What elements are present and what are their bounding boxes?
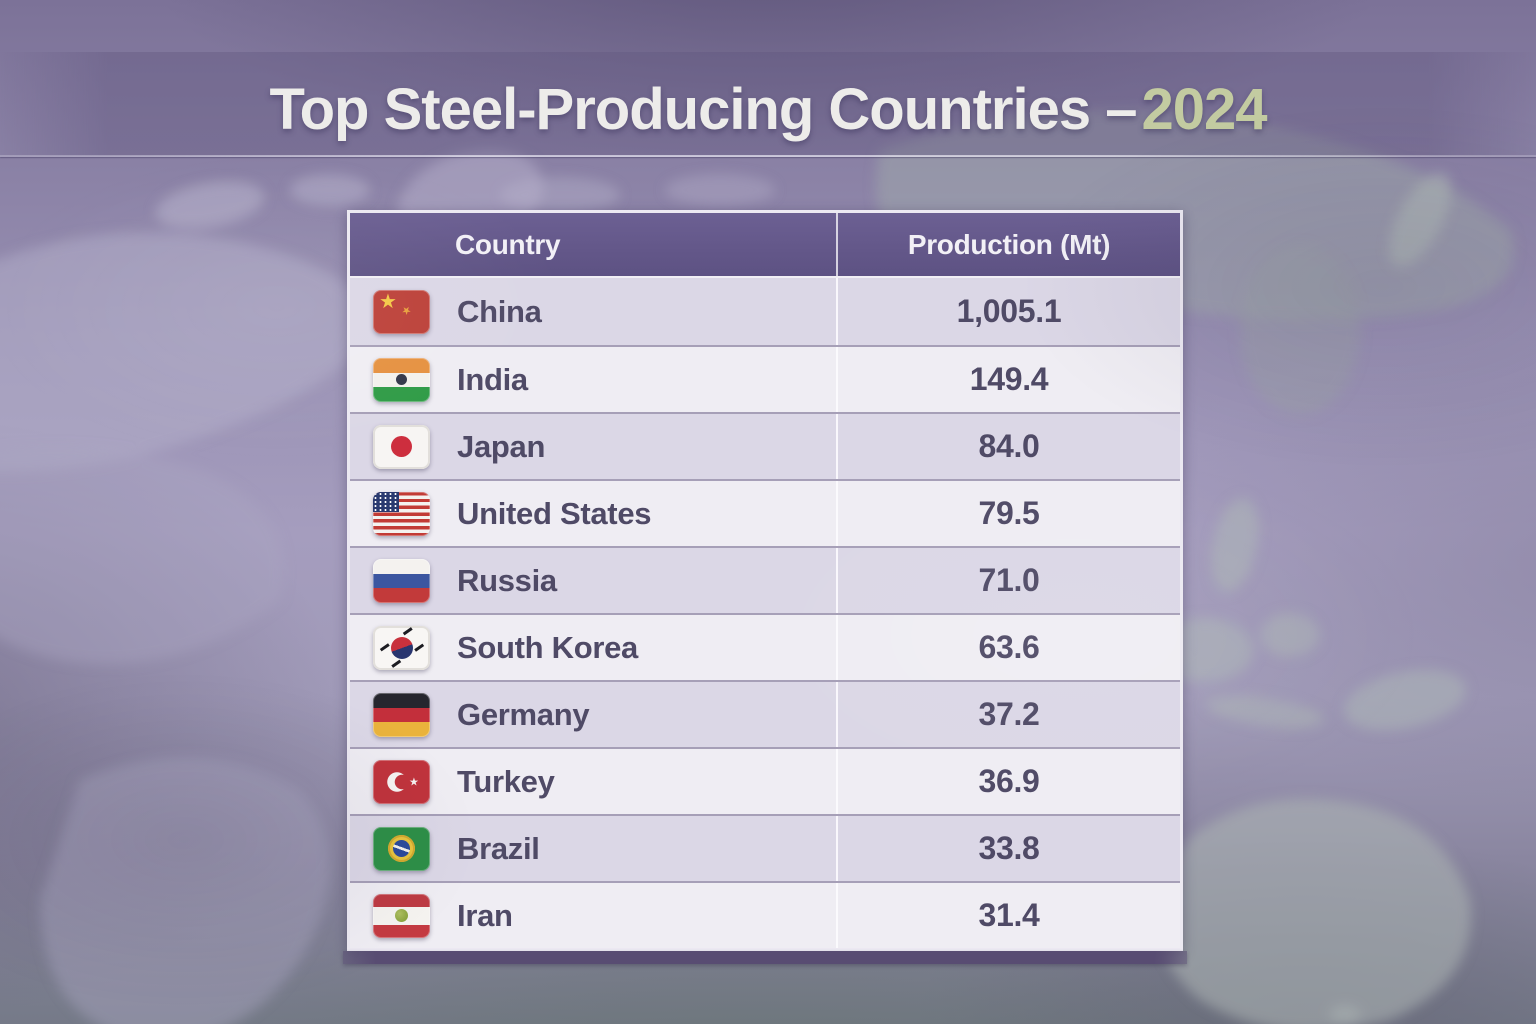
table-row: Japan 84.0 [350, 412, 1180, 479]
table-row: China 1,005.1 [350, 278, 1180, 345]
table-header-row: Country Production (Mt) [350, 213, 1180, 278]
united-states-flag-icon [373, 491, 430, 536]
production-value: 36.9 [836, 749, 1180, 814]
production-column-header: Production (Mt) [836, 213, 1180, 276]
country-column-header: Country [455, 228, 561, 260]
title-band [0, 52, 1536, 156]
country-name: Germany [457, 696, 590, 732]
title-underline [0, 155, 1536, 157]
production-value: 79.5 [836, 481, 1180, 546]
table-row: Iran 31.4 [350, 881, 1180, 948]
germany-flag-icon [373, 692, 430, 737]
brazil-flag-icon [373, 826, 430, 871]
page-title-year: 2024 [1141, 77, 1267, 142]
page-title-text: Top Steel-Producing Countries – [269, 77, 1137, 142]
country-name: Turkey [457, 763, 555, 799]
country-name: South Korea [457, 629, 638, 665]
russia-flag-icon [373, 558, 430, 603]
south-korea-flag-icon [373, 625, 430, 670]
table-row: India 149.4 [350, 345, 1180, 412]
country-name: Brazil [457, 830, 540, 866]
country-name: India [457, 361, 528, 397]
page-title: Top Steel-Producing Countries –2024 [0, 76, 1536, 143]
production-value: 84.0 [836, 414, 1180, 479]
country-name: United States [457, 495, 652, 531]
production-value: 31.4 [836, 883, 1180, 948]
country-name: Japan [457, 428, 546, 464]
production-value: 1,005.1 [836, 278, 1180, 345]
production-value: 33.8 [836, 816, 1180, 881]
table-row: South Korea 63.6 [350, 613, 1180, 680]
india-flag-icon [373, 357, 430, 402]
table-row: Russia 71.0 [350, 546, 1180, 613]
production-value: 71.0 [836, 548, 1180, 613]
table-base-bar [343, 951, 1187, 964]
table-row: Brazil 33.8 [350, 814, 1180, 881]
production-value: 37.2 [836, 682, 1180, 747]
country-name: Russia [457, 562, 557, 598]
table-row: United States 79.5 [350, 479, 1180, 546]
turkey-flag-icon [373, 759, 430, 804]
table-row: Turkey 36.9 [350, 747, 1180, 814]
table-row: Germany 37.2 [350, 680, 1180, 747]
production-value: 149.4 [836, 347, 1180, 412]
production-value: 63.6 [836, 615, 1180, 680]
steel-production-table: Country Production (Mt) China 1,005.1 In… [347, 210, 1183, 951]
iran-flag-icon [373, 893, 430, 938]
china-flag-icon [373, 289, 430, 334]
japan-flag-icon [373, 424, 430, 469]
country-name: Iran [457, 897, 513, 933]
country-name: China [457, 293, 542, 329]
